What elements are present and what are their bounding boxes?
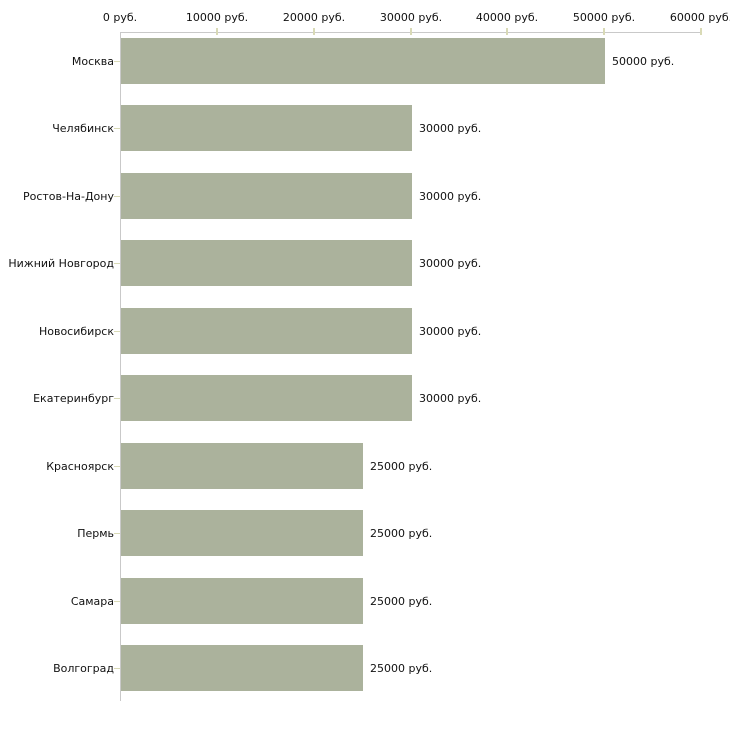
x-tick-mark	[506, 28, 508, 35]
value-label: 25000 руб.	[370, 526, 433, 540]
y-tick-mark	[114, 263, 120, 264]
y-tick-mark	[114, 601, 120, 602]
x-tick-mark	[313, 28, 315, 35]
category-label: Пермь	[77, 526, 114, 540]
y-tick-mark	[114, 466, 120, 467]
category-label: Ростов-На-Дону	[22, 189, 114, 203]
y-tick-mark	[114, 128, 120, 129]
y-tick-mark	[114, 196, 120, 197]
category-label: Красноярск	[46, 459, 114, 473]
x-tick-label: 50000 руб.	[572, 11, 636, 24]
bar	[121, 173, 412, 219]
y-axis-line	[120, 32, 121, 701]
y-tick-mark	[114, 668, 120, 669]
x-tick-label: 60000 руб.	[669, 11, 730, 24]
x-tick-mark	[410, 28, 412, 35]
x-tick-label: 0 руб.	[102, 11, 138, 24]
value-label: 50000 руб.	[612, 54, 675, 68]
value-label: 30000 руб.	[419, 121, 482, 135]
x-tick-label: 40000 руб.	[475, 11, 539, 24]
value-label: 25000 руб.	[370, 661, 433, 675]
bar	[121, 308, 412, 354]
value-label: 25000 руб.	[370, 594, 433, 608]
value-label: 30000 руб.	[419, 324, 482, 338]
x-tick-mark	[700, 28, 702, 35]
bar	[121, 443, 363, 489]
x-tick-label: 30000 руб.	[379, 11, 443, 24]
y-tick-mark	[114, 61, 120, 62]
x-tick-mark	[603, 28, 605, 35]
x-tick-label: 20000 руб.	[282, 11, 346, 24]
value-label: 30000 руб.	[419, 189, 482, 203]
bar	[121, 578, 363, 624]
category-label: Москва	[71, 54, 114, 68]
bar	[121, 645, 363, 691]
value-label: 30000 руб.	[419, 391, 482, 405]
bar	[121, 510, 363, 556]
category-label: Волгоград	[53, 661, 114, 675]
category-label: Самара	[70, 594, 114, 608]
bar	[121, 240, 412, 286]
x-tick-mark	[216, 28, 218, 35]
value-label: 25000 руб.	[370, 459, 433, 473]
category-label: Новосибирск	[38, 324, 114, 338]
x-tick-label: 10000 руб.	[185, 11, 249, 24]
bar	[121, 375, 412, 421]
bar	[121, 105, 412, 151]
y-tick-mark	[114, 331, 120, 332]
category-label: Челябинск	[52, 121, 114, 135]
bar	[121, 38, 605, 84]
category-label: Нижний Новгород	[8, 256, 114, 270]
value-label: 30000 руб.	[419, 256, 482, 270]
category-label: Екатеринбург	[33, 391, 114, 405]
y-tick-mark	[114, 398, 120, 399]
y-tick-mark	[114, 533, 120, 534]
